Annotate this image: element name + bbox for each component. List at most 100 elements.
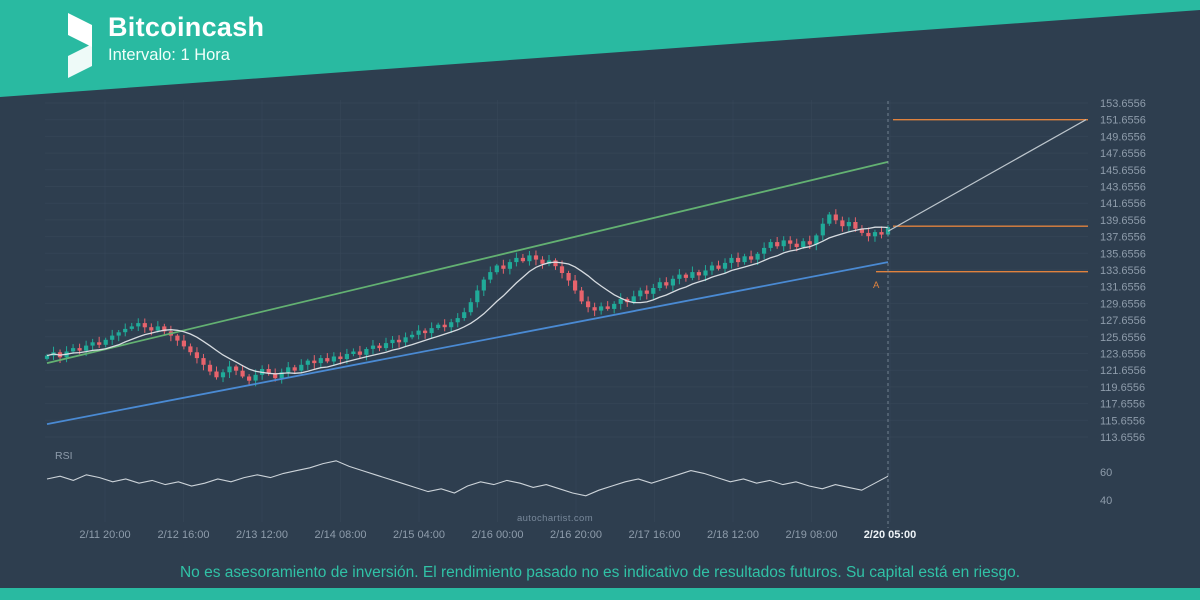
candle-body-up (84, 345, 89, 351)
candle-body-up (527, 255, 532, 262)
candle-body-down (266, 369, 271, 374)
candle-body-up (599, 306, 604, 311)
candle-body-up (690, 272, 695, 278)
price-axis-label: 153.6556 (1100, 98, 1146, 110)
footer-bar (0, 588, 1200, 600)
rsi-line (46, 460, 889, 497)
lower-trendline (46, 261, 889, 425)
candle-body-up (670, 278, 675, 286)
candle-body-up (703, 270, 708, 276)
candle-body-down (181, 340, 186, 347)
candle-body-up (253, 374, 258, 381)
price-axis-label: 123.6556 (1100, 349, 1146, 361)
candle-body-down (683, 274, 688, 278)
header-titles: Bitcoincash Intervalo: 1 Hora (108, 11, 264, 66)
candle-body-up (416, 330, 421, 335)
x-axis-label: 2/11 20:00 (79, 529, 130, 541)
candle-body-up (390, 339, 395, 344)
candle-body-down (788, 240, 793, 244)
candle-body-up (410, 334, 415, 338)
candle-body-down (840, 220, 845, 227)
candle-body-up (383, 343, 389, 349)
candle-body-up (872, 232, 878, 237)
disclaimer-text: No es asesoramiento de inversión. El ren… (179, 564, 1021, 581)
candle-body-up (762, 247, 767, 254)
x-axis-label: 2/12 16:00 (158, 529, 210, 541)
candle-body-up (612, 303, 617, 309)
candle-body-up (90, 342, 95, 346)
candle-body-up (722, 262, 728, 269)
candle-body-down (338, 356, 343, 359)
x-axis-label: 2/19 08:00 (786, 529, 838, 541)
candle-body-down (234, 366, 239, 371)
candles (44, 209, 891, 387)
candle-body-up (618, 298, 623, 304)
candle-body-up (299, 364, 304, 371)
candle-body-down (357, 351, 362, 355)
candle-body-up (801, 241, 806, 247)
candle-body-down (149, 327, 154, 331)
candle-body-down (533, 255, 539, 260)
candle-body-up (429, 328, 434, 334)
price-axis-label: 149.6556 (1100, 131, 1146, 143)
candle-body-up (781, 240, 786, 247)
candle-body-down (325, 358, 330, 362)
candle-body-down (247, 376, 252, 381)
candle-body-down (188, 346, 193, 353)
watermark: autochartist.com (516, 513, 594, 524)
rsi-axis-label: 60 (1100, 467, 1112, 479)
candle-body-up (462, 312, 467, 318)
candle-body-up (846, 222, 851, 227)
candle-body-up (631, 296, 636, 303)
candle-body-up (403, 337, 408, 343)
candle-body-down (736, 257, 741, 263)
candle-body-down (292, 367, 297, 371)
candle-body-up (103, 339, 108, 345)
price-axis-label: 121.6556 (1100, 365, 1146, 377)
candle-body-down (201, 358, 206, 365)
candle-body-up (657, 282, 662, 288)
price-axis-label: 125.6556 (1100, 332, 1146, 344)
candle-body-up (768, 242, 773, 248)
candle-body-down (833, 214, 838, 221)
candle-body-up (455, 318, 460, 323)
candle-body-down (605, 306, 610, 309)
candle-body-down (97, 342, 102, 345)
candle-body-up (481, 279, 486, 291)
candle-body-down (586, 301, 591, 308)
candle-body-down (579, 290, 584, 302)
candle-body-up (136, 323, 141, 327)
candle-body-up (110, 335, 115, 340)
candle-body-up (286, 367, 291, 373)
x-axis-label: 2/18 12:00 (707, 529, 759, 541)
candle-body-up (827, 214, 832, 224)
candle-body-up (318, 358, 323, 364)
price-axis-label: 119.6556 (1100, 382, 1145, 394)
candle-body-up (449, 322, 454, 328)
candle-body-up (488, 272, 493, 280)
candle-body-up (331, 356, 336, 362)
price-axis-label: 139.6556 (1100, 215, 1146, 227)
candle-body-down (214, 371, 219, 378)
candle-body-down (664, 282, 669, 286)
x-axis-label: 2/13 12:00 (236, 529, 288, 541)
candle-body-down (553, 260, 558, 267)
price-axis-label: 117.6556 (1100, 399, 1145, 411)
candle-body-up (436, 324, 441, 328)
candle-body-up (344, 354, 349, 359)
forecast-line (887, 119, 1087, 232)
candle-body-down (520, 257, 525, 262)
rsi-axis-label: 40 (1100, 495, 1112, 507)
candle-body-up (155, 326, 160, 331)
price-axis-label: 135.6556 (1100, 248, 1146, 260)
candle-body-up (305, 360, 310, 365)
candle-body-down (566, 273, 571, 281)
candle-body-down (142, 323, 147, 328)
candle-body-up (468, 302, 473, 313)
candle-body-up (709, 265, 715, 271)
candle-body-down (716, 265, 721, 269)
candle-body-down (573, 280, 578, 291)
candle-body-up (755, 253, 760, 260)
candle-body-up (227, 366, 232, 373)
